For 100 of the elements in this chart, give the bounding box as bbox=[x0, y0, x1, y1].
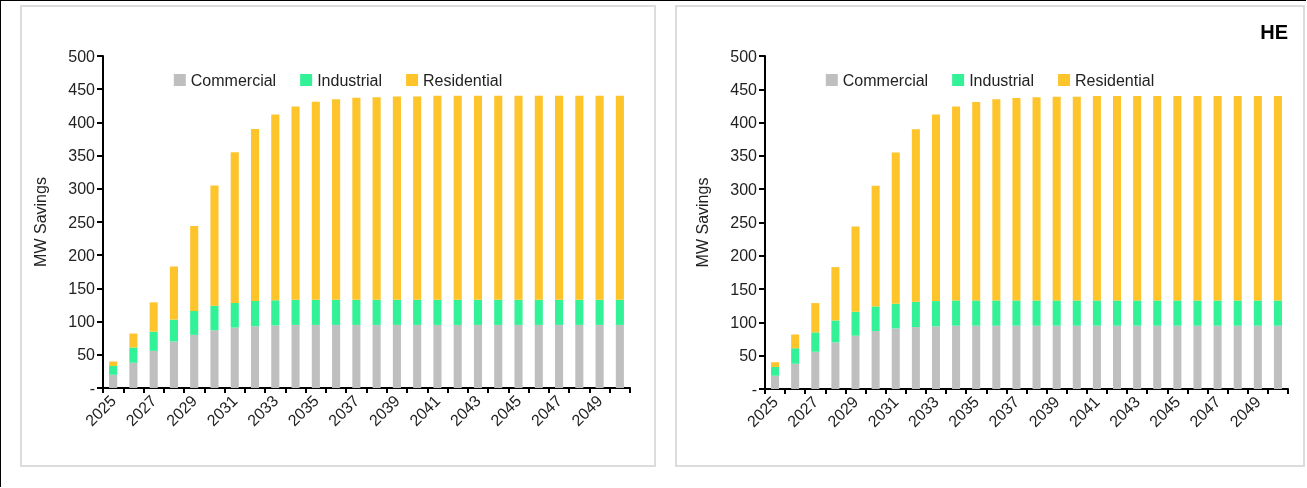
bar bbox=[831, 342, 840, 389]
y-tick-label: 300 bbox=[730, 180, 758, 198]
y-tick-label: 350 bbox=[730, 147, 758, 165]
bar bbox=[595, 324, 604, 388]
bar bbox=[871, 331, 880, 389]
bar bbox=[871, 306, 880, 332]
bar bbox=[230, 327, 239, 388]
bar bbox=[871, 185, 880, 307]
bar bbox=[332, 324, 341, 388]
bar bbox=[1273, 300, 1282, 326]
bar bbox=[1133, 300, 1142, 326]
bar bbox=[473, 299, 483, 325]
bar bbox=[1233, 325, 1242, 389]
bar bbox=[851, 226, 860, 312]
bar bbox=[1113, 325, 1122, 389]
bar bbox=[771, 375, 780, 389]
chart-title: HE bbox=[1260, 21, 1289, 43]
bar bbox=[891, 303, 900, 329]
bar bbox=[514, 299, 523, 325]
bar bbox=[1052, 300, 1061, 326]
y-axis-title: MW Savings bbox=[31, 177, 49, 267]
bar bbox=[1113, 300, 1122, 326]
bar bbox=[1092, 325, 1101, 389]
bar bbox=[1273, 95, 1282, 301]
bar bbox=[1213, 300, 1222, 326]
bar bbox=[992, 300, 1001, 326]
bar bbox=[1052, 325, 1061, 389]
legend-label: Industrial bbox=[317, 71, 383, 89]
bar bbox=[271, 325, 280, 388]
bar bbox=[1233, 300, 1242, 326]
y-tick-label: 200 bbox=[730, 247, 758, 265]
y-tick-label: 150 bbox=[730, 280, 758, 298]
bar bbox=[1213, 325, 1222, 389]
bar bbox=[149, 331, 158, 351]
bar bbox=[972, 101, 981, 301]
legend-label: Commercial bbox=[842, 71, 929, 89]
bar bbox=[190, 310, 199, 335]
bar bbox=[1113, 95, 1122, 301]
bar bbox=[1173, 325, 1182, 389]
bar bbox=[952, 325, 961, 389]
bar bbox=[791, 334, 800, 349]
bar bbox=[169, 319, 178, 342]
bar bbox=[1253, 300, 1262, 326]
bar bbox=[311, 299, 320, 325]
bar bbox=[494, 299, 503, 325]
legend-label: Residential bbox=[1075, 71, 1155, 89]
bar bbox=[615, 299, 624, 325]
bar bbox=[413, 96, 422, 300]
bar bbox=[851, 335, 860, 389]
bar bbox=[891, 328, 900, 389]
bar bbox=[771, 367, 780, 376]
y-tick-label: 400 bbox=[68, 113, 96, 131]
bar bbox=[372, 324, 381, 388]
bar bbox=[210, 185, 219, 306]
bar bbox=[473, 324, 483, 388]
bar bbox=[831, 320, 840, 343]
bar bbox=[1012, 300, 1021, 326]
bar bbox=[372, 299, 381, 325]
bar bbox=[352, 324, 361, 388]
bar bbox=[952, 300, 961, 326]
bar bbox=[931, 114, 940, 302]
bar bbox=[372, 97, 381, 300]
y-tick-label: 100 bbox=[68, 313, 96, 331]
y-tick-label: 50 bbox=[739, 347, 758, 365]
bar bbox=[291, 106, 300, 300]
bar bbox=[1072, 325, 1081, 389]
bar bbox=[190, 225, 199, 311]
bar bbox=[1213, 95, 1222, 301]
bar bbox=[109, 366, 118, 375]
y-tick-label: 450 bbox=[730, 80, 758, 98]
bar bbox=[332, 99, 341, 300]
bar bbox=[169, 266, 178, 320]
bar bbox=[230, 152, 239, 304]
bar bbox=[1273, 325, 1282, 389]
bar bbox=[1253, 325, 1262, 389]
bar bbox=[433, 299, 442, 325]
y-tick-label: 50 bbox=[77, 346, 96, 364]
bar bbox=[615, 95, 624, 300]
bar bbox=[332, 299, 341, 325]
bar bbox=[1193, 95, 1202, 301]
bar bbox=[453, 324, 462, 388]
bar bbox=[851, 311, 860, 336]
bar bbox=[1193, 300, 1202, 326]
bar bbox=[291, 299, 300, 325]
bar bbox=[791, 348, 800, 364]
bar bbox=[392, 96, 401, 300]
bar bbox=[311, 101, 320, 300]
y-tick-label: - bbox=[89, 379, 95, 397]
legend-label: Commercial bbox=[190, 71, 277, 89]
bar bbox=[433, 324, 442, 388]
bar bbox=[149, 350, 158, 388]
bar bbox=[1032, 97, 1041, 301]
bar bbox=[1153, 325, 1162, 389]
y-tick-label: 450 bbox=[68, 80, 96, 98]
bar bbox=[1253, 95, 1262, 301]
bar bbox=[911, 327, 920, 389]
bar bbox=[413, 324, 422, 388]
bar bbox=[1153, 300, 1162, 326]
bar bbox=[1173, 300, 1182, 326]
bar bbox=[575, 324, 584, 388]
